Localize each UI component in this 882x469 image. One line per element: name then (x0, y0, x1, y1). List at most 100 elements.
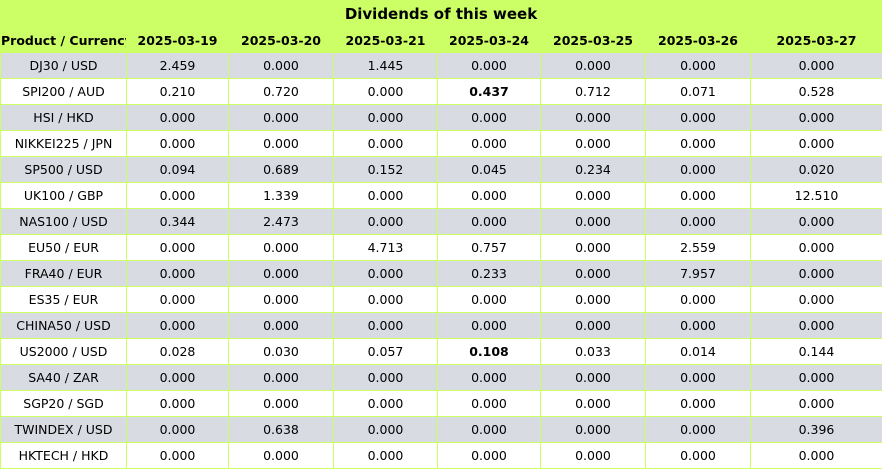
dividend-cell: 0.000 (750, 234, 882, 261)
dividend-cell: 0.437 (437, 78, 541, 105)
dividend-cell: 0.000 (333, 312, 438, 339)
dividend-cell: 0.000 (333, 286, 438, 313)
dividend-cell: 0.000 (126, 182, 229, 209)
dividend-cell: 0.000 (540, 390, 646, 417)
dividend-cell: 0.000 (540, 104, 646, 131)
table-body: DJ30 / USD 2.459 0.000 1.445 0.000 0.000 0.000… (0, 52, 882, 469)
dividend-cell: 0.000 (228, 442, 334, 469)
dividend-cell: 0.000 (228, 286, 334, 313)
product-cell: SP500 / USD (0, 156, 127, 183)
dividend-cell: 2.559 (645, 234, 751, 261)
dividend-cell: 0.000 (645, 208, 751, 235)
dividend-cell: 0.000 (645, 286, 751, 313)
dividend-cell: 0.000 (540, 208, 646, 235)
dividend-cell: 0.000 (437, 182, 541, 209)
product-cell: UK100 / GBP (0, 182, 127, 209)
dividend-cell: 0.000 (437, 52, 541, 79)
dividend-cell: 0.000 (645, 312, 751, 339)
dividend-cell: 0.094 (126, 156, 229, 183)
product-cell: ES35 / EUR (0, 286, 127, 313)
table-row: TWINDEX / USD 0.000 0.638 0.000 0.000 0.000 0.… (0, 416, 882, 443)
dividends-table: Product / Currency 2025-03-19 2025-03-20 20… (0, 28, 882, 469)
product-cell: SGP20 / SGD (0, 390, 127, 417)
table-header: Product / Currency 2025-03-19 2025-03-20 20… (0, 28, 882, 53)
dividend-cell: 0.000 (126, 130, 229, 157)
dividend-cell: 0.000 (228, 234, 334, 261)
dividend-cell: 1.339 (228, 182, 334, 209)
product-cell: DJ30 / USD (0, 52, 127, 79)
dividend-cell: 0.000 (437, 286, 541, 313)
dividend-cell: 2.459 (126, 52, 229, 79)
dividend-cell: 0.000 (228, 104, 334, 131)
product-cell: EU50 / EUR (0, 234, 127, 261)
product-cell: SPI200 / AUD (0, 78, 127, 105)
dividend-cell: 0.152 (333, 156, 438, 183)
table-row: SPI200 / AUD 0.210 0.720 0.000 0.437 0.712 0.0… (0, 78, 882, 105)
dividend-cell: 0.000 (333, 208, 438, 235)
dividend-cell: 0.000 (750, 104, 882, 131)
dividend-cell: 0.030 (228, 338, 334, 365)
table-row: SGP20 / SGD 0.000 0.000 0.000 0.000 0.000 0.00… (0, 390, 882, 417)
dividend-cell: 0.000 (540, 260, 646, 287)
dividend-cell: 0.000 (437, 312, 541, 339)
dividend-cell: 0.000 (333, 78, 438, 105)
dividend-cell: 0.000 (540, 130, 646, 157)
dividend-cell: 0.000 (645, 364, 751, 391)
dividend-cell: 0.000 (437, 364, 541, 391)
date-header: 2025-03-25 (540, 28, 646, 53)
dividend-cell: 1.445 (333, 52, 438, 79)
table-row: EU50 / EUR 0.000 0.000 4.713 0.757 0.000 2.559… (0, 234, 882, 261)
dividend-cell: 0.000 (645, 156, 751, 183)
table-row: UK100 / GBP 0.000 1.339 0.000 0.000 0.000 0.00… (0, 182, 882, 209)
dividend-cell: 0.000 (540, 416, 646, 443)
dividend-cell: 0.396 (750, 416, 882, 443)
dividend-cell: 0.000 (126, 390, 229, 417)
dividend-cell: 0.000 (126, 442, 229, 469)
dividend-cell: 0.000 (126, 234, 229, 261)
dividend-cell: 0.000 (645, 390, 751, 417)
dividend-cell: 0.000 (126, 364, 229, 391)
product-cell: SA40 / ZAR (0, 364, 127, 391)
table-row: NAS100 / USD 0.344 2.473 0.000 0.000 0.000 0.0… (0, 208, 882, 235)
dividend-cell: 0.000 (750, 130, 882, 157)
dividend-cell: 0.000 (333, 260, 438, 287)
dividend-cell: 0.000 (126, 416, 229, 443)
dividend-cell: 0.000 (126, 286, 229, 313)
dividend-cell: 0.000 (750, 364, 882, 391)
date-header: 2025-03-24 (437, 28, 541, 53)
dividend-cell: 0.000 (750, 208, 882, 235)
dividend-cell: 2.473 (228, 208, 334, 235)
product-cell: HKTECH / HKD (0, 442, 127, 469)
dividend-cell: 0.712 (540, 78, 646, 105)
dividend-cell: 0.144 (750, 338, 882, 365)
product-cell: NAS100 / USD (0, 208, 127, 235)
dividend-cell: 0.000 (126, 104, 229, 131)
date-header: 2025-03-26 (645, 28, 751, 53)
dividend-cell: 0.071 (645, 78, 751, 105)
dividend-cell: 0.000 (437, 442, 541, 469)
dividend-cell: 0.045 (437, 156, 541, 183)
dividend-cell: 0.757 (437, 234, 541, 261)
table-row: FRA40 / EUR 0.000 0.000 0.000 0.233 0.000 7.95… (0, 260, 882, 287)
dividend-cell: 0.000 (333, 104, 438, 131)
dividend-cell: 0.000 (540, 442, 646, 469)
dividend-cell: 0.000 (333, 442, 438, 469)
dividend-cell: 0.000 (540, 312, 646, 339)
dividend-cell: 4.713 (333, 234, 438, 261)
table-row: CHINA50 / USD 0.000 0.000 0.000 0.000 0.000 0.… (0, 312, 882, 339)
table-row: DJ30 / USD 2.459 0.000 1.445 0.000 0.000 0.000… (0, 52, 882, 79)
product-cell: HSI / HKD (0, 104, 127, 131)
dividend-cell: 0.000 (540, 286, 646, 313)
product-header: Product / Currency (0, 28, 127, 53)
date-header: 2025-03-20 (228, 28, 334, 53)
header-row: Product / Currency 2025-03-19 2025-03-20 20… (0, 28, 882, 53)
product-cell: FRA40 / EUR (0, 260, 127, 287)
dividend-cell: 0.028 (126, 338, 229, 365)
dividend-cell: 0.000 (437, 208, 541, 235)
date-header: 2025-03-21 (333, 28, 438, 53)
dividend-cell: 0.344 (126, 208, 229, 235)
dividend-cell: 7.957 (645, 260, 751, 287)
dividend-cell: 0.000 (750, 286, 882, 313)
date-header: 2025-03-19 (126, 28, 229, 53)
dividend-cell: 0.528 (750, 78, 882, 105)
